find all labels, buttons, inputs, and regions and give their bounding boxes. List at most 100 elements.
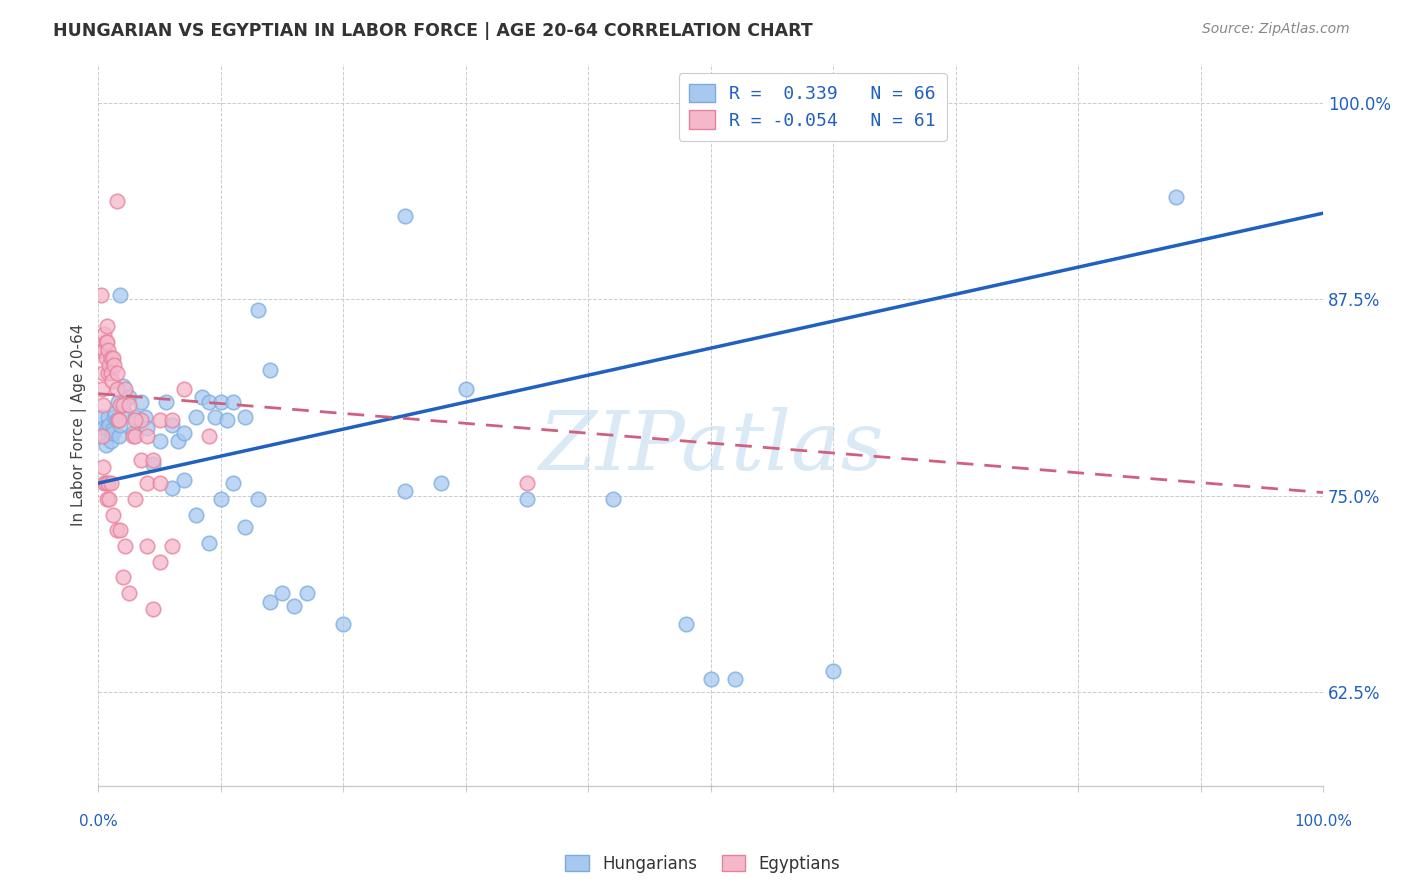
Point bbox=[121, 425, 143, 440]
Point bbox=[94, 438, 117, 452]
Point bbox=[124, 429, 146, 443]
Point bbox=[90, 344, 112, 359]
Point bbox=[105, 413, 128, 427]
Point bbox=[1166, 190, 1188, 204]
Point bbox=[97, 476, 120, 491]
Point bbox=[118, 390, 141, 404]
Point bbox=[111, 398, 134, 412]
Point bbox=[114, 382, 136, 396]
Point bbox=[91, 398, 114, 412]
Point bbox=[124, 413, 146, 427]
Point bbox=[104, 405, 127, 419]
Point bbox=[96, 421, 118, 435]
Point bbox=[197, 535, 219, 549]
Point bbox=[91, 429, 114, 443]
Point bbox=[93, 476, 115, 491]
Point bbox=[259, 595, 281, 609]
Text: HUNGARIAN VS EGYPTIAN IN LABOR FORCE | AGE 20-64 CORRELATION CHART: HUNGARIAN VS EGYPTIAN IN LABOR FORCE | A… bbox=[53, 22, 813, 40]
Point bbox=[121, 429, 143, 443]
Text: 0.0%: 0.0% bbox=[79, 814, 118, 830]
Point bbox=[136, 476, 159, 491]
Point bbox=[700, 787, 723, 801]
Point bbox=[283, 599, 305, 613]
Point bbox=[173, 473, 195, 487]
Point bbox=[124, 491, 146, 506]
Point bbox=[124, 410, 146, 425]
Point bbox=[100, 434, 122, 448]
Point bbox=[91, 460, 114, 475]
Point bbox=[93, 343, 115, 357]
Legend: Hungarians, Egyptians: Hungarians, Egyptians bbox=[558, 848, 848, 880]
Point bbox=[149, 555, 172, 569]
Point bbox=[100, 476, 122, 491]
Point bbox=[222, 394, 245, 409]
Point bbox=[101, 423, 124, 437]
Point bbox=[700, 673, 723, 687]
Point bbox=[96, 491, 118, 506]
Point bbox=[136, 539, 159, 553]
Point bbox=[129, 394, 152, 409]
Point bbox=[91, 410, 114, 425]
Point bbox=[103, 359, 125, 373]
Point bbox=[110, 398, 132, 412]
Point bbox=[96, 319, 118, 334]
Point bbox=[105, 523, 128, 537]
Point bbox=[142, 601, 165, 615]
Point bbox=[94, 476, 117, 491]
Point bbox=[516, 491, 538, 506]
Point bbox=[111, 379, 134, 393]
Point bbox=[454, 382, 477, 396]
Text: 100.0%: 100.0% bbox=[1294, 814, 1353, 830]
Point bbox=[103, 410, 125, 425]
Point bbox=[101, 351, 124, 365]
Point bbox=[186, 508, 208, 522]
Point bbox=[98, 418, 121, 433]
Point bbox=[98, 491, 121, 506]
Point bbox=[93, 429, 115, 443]
Point bbox=[142, 458, 165, 472]
Point bbox=[160, 413, 183, 427]
Text: Source: ZipAtlas.com: Source: ZipAtlas.com bbox=[1202, 22, 1350, 37]
Point bbox=[516, 476, 538, 491]
Legend: R =  0.339   N = 66, R = -0.054   N = 61: R = 0.339 N = 66, R = -0.054 N = 61 bbox=[679, 73, 946, 141]
Point bbox=[160, 418, 183, 433]
Point bbox=[100, 351, 122, 365]
Point bbox=[91, 421, 114, 435]
Point bbox=[107, 394, 129, 409]
Point bbox=[111, 570, 134, 584]
Point bbox=[197, 394, 219, 409]
Point bbox=[136, 421, 159, 435]
Point bbox=[160, 481, 183, 495]
Point bbox=[394, 483, 416, 498]
Point bbox=[114, 405, 136, 419]
Point bbox=[173, 425, 195, 440]
Point bbox=[430, 476, 453, 491]
Point bbox=[100, 366, 122, 380]
Point bbox=[108, 429, 131, 443]
Point bbox=[222, 476, 245, 491]
Point bbox=[134, 410, 156, 425]
Point bbox=[97, 343, 120, 357]
Point bbox=[233, 520, 256, 534]
Point bbox=[191, 390, 214, 404]
Point bbox=[91, 366, 114, 380]
Point bbox=[246, 491, 269, 506]
Point bbox=[602, 491, 624, 506]
Point bbox=[204, 410, 226, 425]
Point bbox=[96, 334, 118, 349]
Point bbox=[101, 425, 124, 440]
Point bbox=[110, 287, 132, 301]
Point bbox=[209, 394, 232, 409]
Point bbox=[97, 366, 120, 380]
Point bbox=[271, 586, 294, 600]
Point bbox=[246, 303, 269, 318]
Point bbox=[136, 429, 159, 443]
Point bbox=[160, 539, 183, 553]
Point bbox=[118, 586, 141, 600]
Point bbox=[101, 508, 124, 522]
Point bbox=[724, 673, 747, 687]
Point bbox=[259, 363, 281, 377]
Text: ZIPatlas: ZIPatlas bbox=[538, 407, 883, 487]
Point bbox=[823, 665, 845, 679]
Point bbox=[94, 351, 117, 365]
